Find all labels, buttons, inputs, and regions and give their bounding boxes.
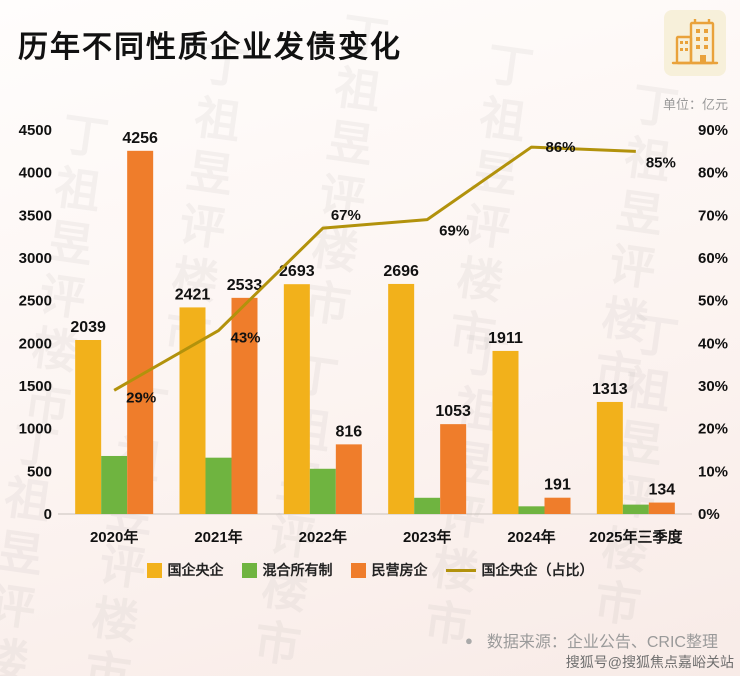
left-axis-tick: 2500: [19, 293, 52, 310]
sohu-account-watermark: 搜狐号@搜狐焦点嘉峪关站: [565, 654, 734, 670]
right-axis-tick: 70%: [698, 207, 728, 224]
bar-value-label: 4256: [122, 130, 158, 147]
right-axis-tick: 40%: [698, 335, 728, 352]
right-axis-tick: 80%: [698, 165, 728, 182]
x-axis-label: 2020年: [90, 528, 138, 546]
footer-bullet-icon: ●: [465, 632, 473, 648]
x-axis-label: 2023年: [403, 528, 451, 546]
bar-国企央企-2021年: [179, 307, 206, 514]
unit-label: 单位：亿元: [662, 97, 728, 112]
left-axis-tick: 4000: [19, 165, 52, 182]
line-series-国企央企（占比）: [113, 145, 636, 392]
line-value-label: 29%: [126, 389, 156, 406]
bar-民营房企-2025年三季度: [648, 502, 675, 514]
bar-国企央企-2023年: [388, 283, 415, 514]
legend-label: 民营房企: [371, 562, 428, 578]
bar-value-label: 191: [544, 477, 571, 494]
bar-民营房企-2021年: [231, 297, 258, 514]
legend-item-国企央企（占比）: 国企央企（占比）: [445, 560, 594, 580]
right-axis-tick: 10%: [698, 463, 728, 480]
bar-国企央企-2025年三季度: [596, 401, 623, 514]
left-axis-tick: 1000: [19, 421, 52, 438]
left-axis-tick: 2000: [19, 335, 52, 352]
line-value-label: 43%: [231, 330, 261, 347]
bar-value-label: 1053: [435, 403, 471, 420]
legend-item-民营房企: 民营房企: [350, 560, 428, 580]
bar-混合所有制-2022年: [309, 468, 336, 514]
bar-混合所有制-2021年: [205, 457, 232, 514]
bar-value-label: 2039: [70, 319, 106, 336]
right-axis-tick: 60%: [698, 250, 728, 267]
line-value-label: 85%: [646, 154, 676, 171]
legend-item-混合所有制: 混合所有制: [241, 560, 333, 580]
right-axis-tick: 90%: [698, 122, 728, 139]
x-axis-label: 2024年: [507, 528, 555, 546]
right-axis-tick: 50%: [698, 293, 728, 310]
legend-label: 混合所有制: [262, 562, 333, 578]
legend-item-国企央企: 国企央企: [146, 560, 224, 580]
building-icon: [671, 19, 719, 65]
bar-value-label: 1911: [488, 330, 523, 347]
x-axis-label: 2025年三季度: [589, 528, 683, 546]
left-axis-tick: 0: [44, 506, 52, 523]
bar-value-label: 1313: [592, 381, 628, 398]
footer-row: ● 数据来源：企业公告、CRIC整理: [465, 628, 718, 652]
legend-label: 国企央企（占比）: [481, 562, 594, 578]
bar-混合所有制-2024年: [518, 506, 545, 514]
bar-混合所有制-2023年: [414, 497, 441, 514]
bar-民营房企-2022年: [335, 444, 362, 514]
legend: 国企央企 混合所有制 民营房企 国企央企（占比）: [0, 560, 740, 580]
bar-民营房企-2024年: [544, 497, 571, 514]
left-axis-tick: 3000: [19, 250, 52, 267]
legend-label: 国企央企: [167, 562, 224, 578]
bar-民营房企-2020年: [127, 150, 154, 514]
bar-混合所有制-2020年: [101, 455, 128, 514]
legend-line-swatch: [445, 568, 476, 572]
bar-国企央企-2022年: [283, 284, 310, 514]
bar-value-label: 816: [335, 423, 362, 440]
legend-square-swatch: [350, 562, 366, 578]
bar-国企央企-2020年: [75, 340, 102, 514]
x-axis-label: 2022年: [299, 528, 347, 546]
line-value-label: 69%: [439, 223, 469, 240]
left-axis-tick: 4500: [19, 122, 52, 139]
right-axis-tick: 30%: [698, 378, 728, 395]
x-axis-label: 2021年: [194, 528, 242, 546]
bar-value-label: 2421: [175, 286, 211, 303]
bar-value-label: 2696: [383, 263, 419, 280]
left-axis-tick: 3500: [19, 207, 52, 224]
bar-value-label: 134: [648, 482, 675, 499]
right-axis-tick: 0%: [698, 506, 720, 523]
bar-国企央企-2024年: [492, 350, 519, 514]
right-axis-tick: 20%: [698, 421, 728, 438]
legend-square-swatch: [241, 562, 257, 578]
page-title: 历年不同性质企业发债变化: [18, 31, 402, 64]
bar-民营房企-2023年: [440, 424, 467, 514]
line-value-label: 67%: [331, 207, 361, 224]
brand-badge: [664, 10, 726, 76]
bar-value-label: 2693: [279, 263, 315, 280]
legend-square-swatch: [146, 562, 162, 578]
data-source-text: 数据来源：企业公告、CRIC整理: [486, 634, 718, 651]
line-value-label: 86%: [546, 139, 576, 156]
left-axis-tick: 500: [27, 463, 52, 480]
left-axis-tick: 1500: [19, 378, 52, 395]
chart: 0 500 1000 1500 2000 2500 3000 3500 4000 4500 0% 10…: [19, 122, 728, 546]
bar-混合所有制-2025年三季度: [622, 504, 649, 514]
bar-value-label: 2533: [227, 277, 263, 294]
